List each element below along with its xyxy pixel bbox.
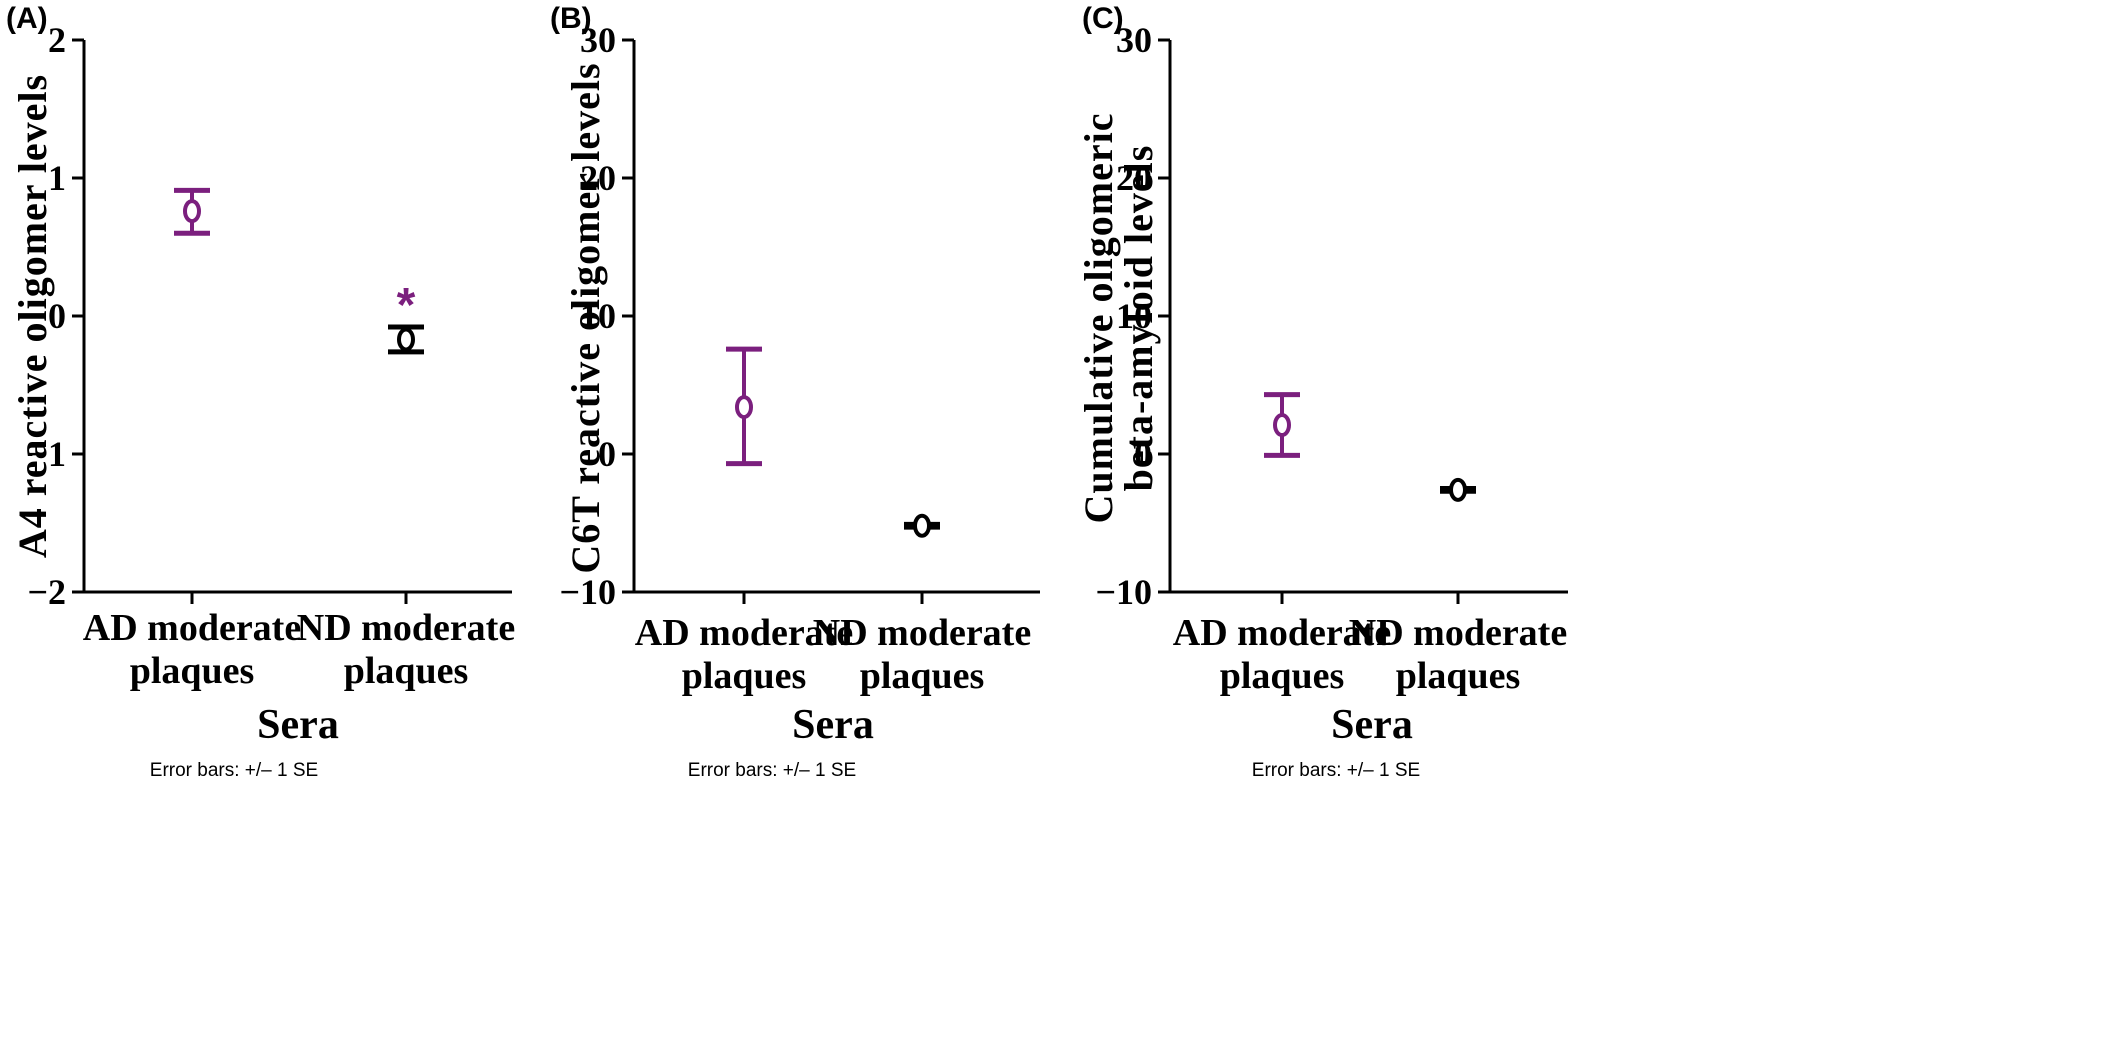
x-category-label: plaques xyxy=(682,655,807,697)
y-tick-label: 0 xyxy=(48,296,66,336)
x-axis-title: Sera xyxy=(1331,702,1413,748)
y-tick-label: 20 xyxy=(1116,158,1152,198)
y-tick-label: −10 xyxy=(559,572,616,612)
x-category-label: AD moderate xyxy=(635,612,853,654)
x-category-label: ND moderate xyxy=(813,612,1031,654)
y-axis-title: Cumulative oligomeric xyxy=(1076,113,1121,524)
y-tick-label: 20 xyxy=(580,158,616,198)
error-bar-note: Error bars: +/– 1 SE xyxy=(1252,760,1420,781)
y-axis-title: A4 reactive oligomer levels xyxy=(10,74,55,558)
x-category-label: AD moderate xyxy=(1173,612,1391,654)
data-point-marker xyxy=(735,395,753,420)
x-category-label: plaques xyxy=(1396,655,1521,697)
data-point-marker xyxy=(183,199,201,224)
x-category-label: ND moderate xyxy=(297,607,515,649)
error-bar-note: Error bars: +/– 1 SE xyxy=(150,760,318,781)
y-tick-label: −1 xyxy=(27,434,66,474)
y-tick-label: −2 xyxy=(27,572,66,612)
y-tick-label: 0 xyxy=(1134,434,1152,474)
error-bar-note: Error bars: +/– 1 SE xyxy=(688,760,856,781)
panel-label: (B) xyxy=(550,2,592,35)
y-tick-label: 10 xyxy=(580,296,616,336)
y-tick-label: 30 xyxy=(580,20,616,60)
x-category-label: plaques xyxy=(860,655,985,697)
y-tick-label: 10 xyxy=(1116,296,1152,336)
y-tick-label: 1 xyxy=(48,158,66,198)
data-point-marker xyxy=(1273,413,1291,438)
x-category-label: ND moderate xyxy=(1349,612,1567,654)
data-point-marker xyxy=(397,327,415,352)
panel-label: (A) xyxy=(6,2,48,35)
y-tick-label: 30 xyxy=(1116,20,1152,60)
y-axis-title: beta-amyloid levels xyxy=(1116,145,1161,492)
x-category-label: plaques xyxy=(344,650,469,692)
x-category-label: AD moderate xyxy=(83,607,301,649)
x-category-label: plaques xyxy=(130,650,255,692)
data-point-marker xyxy=(1449,477,1467,502)
y-tick-label: 2 xyxy=(48,20,66,60)
x-axis-title: Sera xyxy=(257,702,339,748)
panel-label: (C) xyxy=(1082,2,1124,35)
y-tick-label: 0 xyxy=(598,434,616,474)
x-axis-title: Sera xyxy=(792,702,874,748)
x-category-label: plaques xyxy=(1220,655,1345,697)
significance-star: * xyxy=(397,279,416,332)
y-tick-label: −10 xyxy=(1095,572,1152,612)
data-point-marker xyxy=(913,513,931,538)
y-axis-title: C6T reactive oligomer levels xyxy=(563,62,608,573)
